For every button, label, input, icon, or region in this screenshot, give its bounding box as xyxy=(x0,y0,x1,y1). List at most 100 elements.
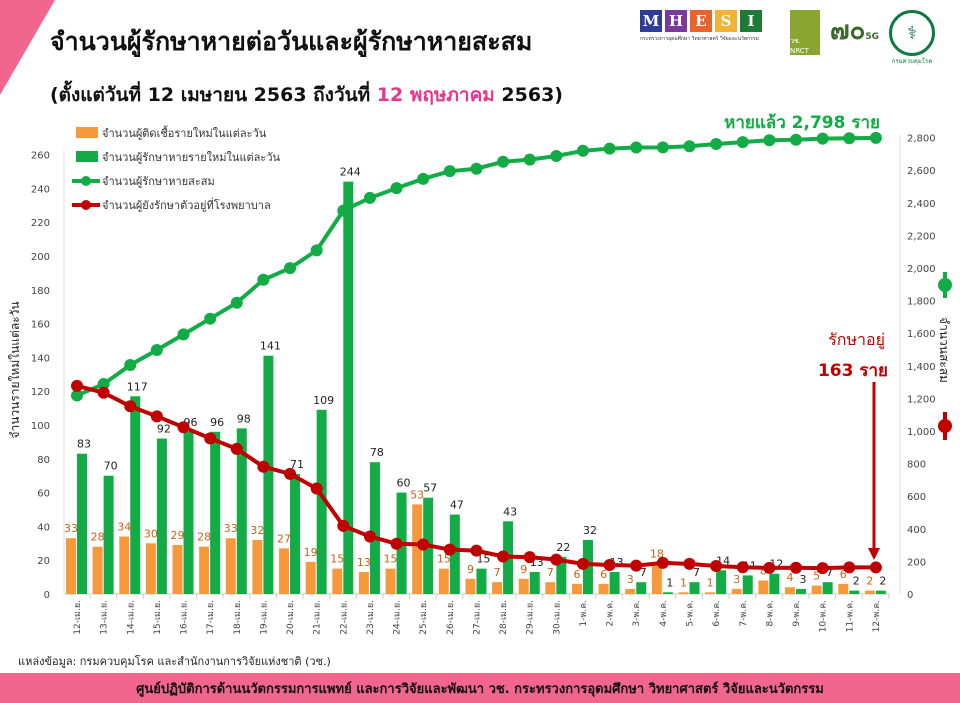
y-axis-title: จำนวนรายใหม่ในแต่ละวัน xyxy=(8,301,22,438)
y2-tick-label: 1,400 xyxy=(907,362,936,373)
bar-recovered-daily xyxy=(742,575,753,594)
bar-new-cases xyxy=(385,568,396,594)
cumulative-recovered-point xyxy=(603,142,616,155)
cumulative-recovered-point xyxy=(869,131,882,144)
bar-recovered-daily xyxy=(210,431,221,594)
bar-recovered-daily xyxy=(716,570,727,594)
x-tick-label: 11-พ.ค. xyxy=(845,600,855,632)
cumulative-recovered-point xyxy=(97,378,110,391)
cumulative-recovered-point xyxy=(550,150,563,163)
bar-new-cases xyxy=(545,582,556,594)
y2-tick-label: 1,200 xyxy=(907,394,936,405)
bar-recovered-daily xyxy=(769,573,780,594)
bar-recovered-daily-label: 96 xyxy=(210,416,224,429)
x-tick-label: 7-พ.ค. xyxy=(739,600,749,627)
bar-recovered-daily-label: 98 xyxy=(237,412,251,425)
y-tick-label: 100 xyxy=(31,421,50,432)
in-hospital-point xyxy=(97,386,110,399)
bar-new-cases-label: 28 xyxy=(197,531,211,544)
bar-recovered-daily-label: 7 xyxy=(640,566,647,579)
y-tick-label: 60 xyxy=(37,489,50,500)
bar-recovered-daily xyxy=(369,462,380,594)
bar-new-cases-label: 15 xyxy=(437,553,451,566)
bar-recovered-daily-label: 83 xyxy=(77,438,91,451)
bar-recovered-daily-label: 60 xyxy=(397,477,411,490)
y2-tick-label: 0 xyxy=(907,590,913,601)
bar-recovered-daily xyxy=(662,592,673,594)
in-treatment-annotation-1: รักษาอยู่ xyxy=(828,330,885,350)
cumulative-recovered-point xyxy=(177,328,190,341)
bar-new-cases-label: 15 xyxy=(330,553,344,566)
bar-new-cases-label: 30 xyxy=(144,527,158,540)
bar-new-cases-label: 29 xyxy=(171,529,185,542)
cumulative-recovered-point xyxy=(230,296,243,309)
bar-recovered-daily xyxy=(290,474,301,594)
bar-new-cases-label: 6 xyxy=(573,568,580,581)
bar-recovered-daily-label: 22 xyxy=(556,541,570,554)
bar-new-cases-label: 32 xyxy=(250,524,264,537)
cumulative-recovered-point xyxy=(683,140,696,153)
bar-recovered-daily xyxy=(130,396,141,594)
x-tick-label: 29-เม.ย. xyxy=(526,600,536,635)
bar-recovered-daily xyxy=(689,582,700,594)
bar-recovered-daily xyxy=(609,572,620,594)
bar-recovered-daily-label: 57 xyxy=(423,482,437,495)
recovered-annotation: หายแล้ว 2,798 ราย xyxy=(724,113,880,133)
bar-new-cases-label: 53 xyxy=(410,488,424,501)
bar-recovered-daily xyxy=(636,582,647,594)
bar-new-cases-label: 33 xyxy=(64,522,78,535)
bar-new-cases xyxy=(864,590,875,594)
bar-recovered-daily-label: 117 xyxy=(127,380,148,393)
bar-new-cases xyxy=(332,568,343,594)
cumulative-recovered-point xyxy=(337,204,350,217)
bar-new-cases xyxy=(651,563,662,594)
y-tick-label: 160 xyxy=(31,320,50,331)
cumulative-recovered-point xyxy=(470,162,483,175)
y2-tick-label: 2,400 xyxy=(907,199,936,210)
y-tick-label: 80 xyxy=(37,455,50,466)
bar-new-cases xyxy=(199,546,210,594)
source-note: แหล่งข้อมูล: กรมควบคุมโรค และสำนักงานการ… xyxy=(18,655,331,668)
subtitle-pre: (ตั้งแต่วันที่ 12 เมษายน 2563 ถึงวันที่ xyxy=(50,84,377,106)
bar-new-cases-label: 5 xyxy=(813,570,820,583)
bar-recovered-daily xyxy=(796,588,807,594)
y-tick-label: 140 xyxy=(31,353,50,364)
legend-dot xyxy=(81,200,91,210)
in-hospital-point xyxy=(150,410,163,423)
in-hospital-point xyxy=(310,482,323,495)
bar-new-cases xyxy=(92,546,103,594)
in-hospital-point xyxy=(710,559,723,572)
y2-tick-label: 400 xyxy=(907,525,926,536)
bar-new-cases-label: 27 xyxy=(277,532,291,545)
in-hospital-point xyxy=(337,519,350,532)
legend-label: จำนวนผู้รักษาหายสะสม xyxy=(102,175,215,188)
subtitle-highlight: 12 พฤษภาคม xyxy=(376,84,495,106)
bar-new-cases-label: 6 xyxy=(840,568,847,581)
bar-new-cases-label: 15 xyxy=(384,553,398,566)
bar-new-cases xyxy=(145,543,156,594)
bar-recovered-daily-label: 7 xyxy=(826,566,833,579)
bar-new-cases xyxy=(305,561,316,594)
bar-new-cases xyxy=(438,568,449,594)
bar-recovered-daily-label: 109 xyxy=(313,394,334,407)
bar-new-cases xyxy=(598,583,609,594)
in-hospital-point xyxy=(683,557,696,570)
bar-recovered-daily-label: 15 xyxy=(476,553,490,566)
bar-new-cases xyxy=(705,592,716,594)
cumulative-recovered-point xyxy=(257,273,270,286)
y-tick-label: 120 xyxy=(31,387,50,398)
x-tick-label: 12-เม.ย. xyxy=(73,600,83,635)
in-hospital-point xyxy=(603,558,616,571)
bar-recovered-daily-label: 2 xyxy=(853,575,860,588)
x-tick-label: 5-พ.ค. xyxy=(685,600,695,627)
bar-new-cases xyxy=(731,588,742,594)
bar-new-cases xyxy=(811,585,822,594)
bar-recovered-daily xyxy=(849,590,860,594)
ddc-emblem-icon: ⚕ xyxy=(889,10,936,56)
bar-recovered-daily-label: 1 xyxy=(666,576,673,589)
bar-recovered-daily xyxy=(156,438,167,594)
bar-new-cases xyxy=(518,578,529,594)
y-tick-label: 200 xyxy=(31,252,50,263)
in-hospital-point xyxy=(736,561,749,574)
